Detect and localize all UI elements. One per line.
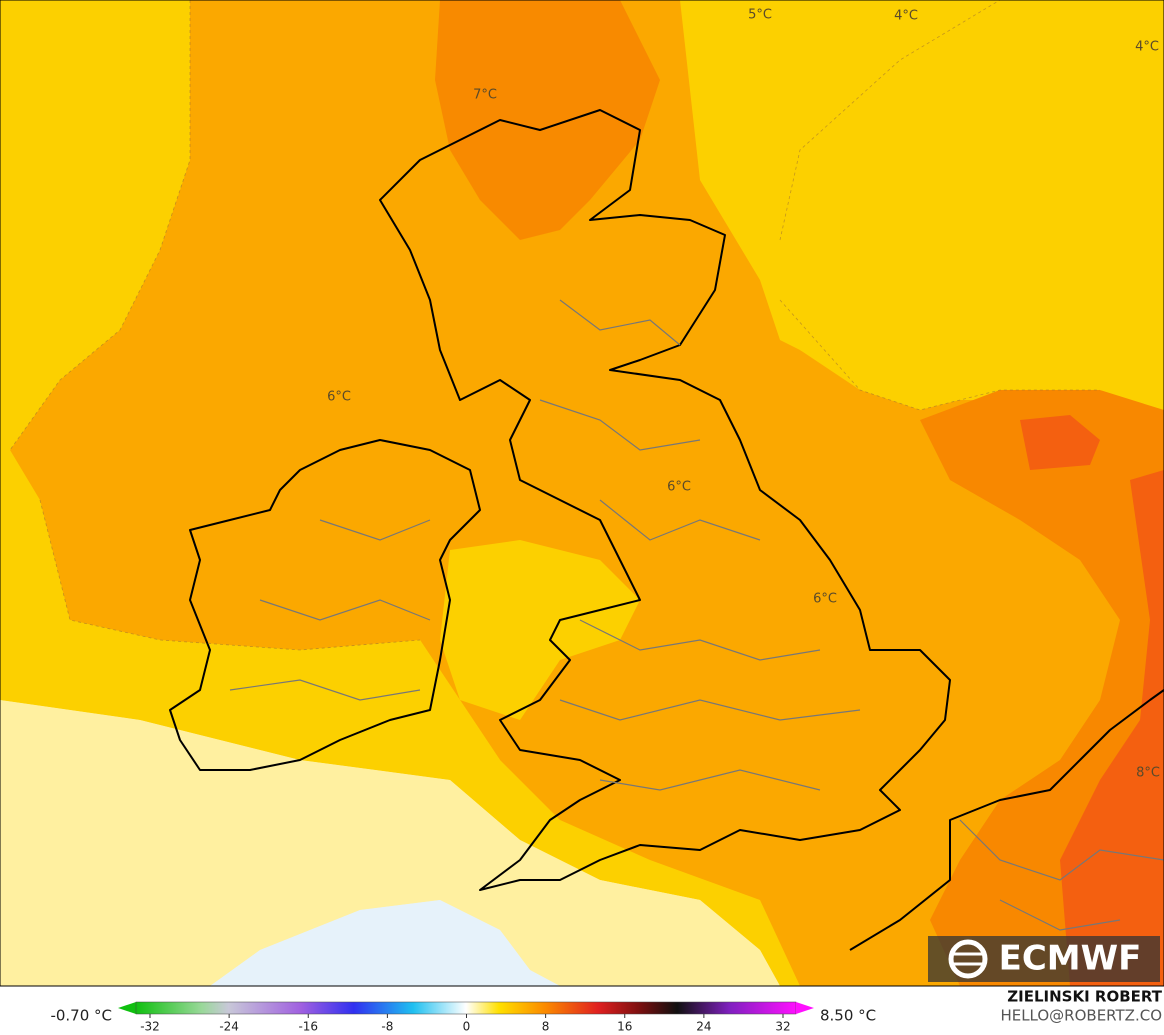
coastline-great-britain bbox=[379, 109, 951, 891]
contour-label: 6°C bbox=[667, 480, 691, 495]
colorbar-low-triangle bbox=[118, 1002, 136, 1014]
colorbar-tick-label: -24 bbox=[219, 1020, 239, 1034]
hot-region bbox=[1060, 470, 1164, 986]
credit-contact: HELLO@ROBERTZ.CO bbox=[1000, 1007, 1162, 1025]
contour-label: 7°C bbox=[473, 88, 497, 103]
colorbar-tick-label: 24 bbox=[696, 1020, 711, 1034]
colorbar-tick-label: 16 bbox=[617, 1020, 632, 1034]
contour-label: 5°C bbox=[748, 8, 772, 23]
yellow-region bbox=[780, 0, 1164, 410]
admin-borders bbox=[959, 819, 1164, 931]
map: 5°C 4°C 4°C 7°C 6°C 6°C 6°C 8°C ECMWF bbox=[0, 0, 1164, 986]
contour-label: 8°C bbox=[1136, 766, 1160, 781]
hot-region bbox=[1020, 415, 1100, 470]
colorbar-tick-label: 8 bbox=[542, 1020, 550, 1034]
colorbar-high-triangle bbox=[796, 1002, 814, 1014]
colorbar-tick-label: -32 bbox=[140, 1020, 160, 1034]
contour-label: 6°C bbox=[813, 592, 837, 607]
yellow-region bbox=[440, 540, 640, 720]
colorbar-bar bbox=[135, 1001, 797, 1015]
colorbar-min: -0.70 °C bbox=[50, 1007, 112, 1025]
warm-region bbox=[435, 0, 660, 240]
colorbar-tick-label: 32 bbox=[775, 1020, 790, 1034]
yellow-region bbox=[0, 0, 190, 450]
logo-mark bbox=[948, 939, 988, 979]
cold-region bbox=[210, 900, 560, 986]
contour-label: 6°C bbox=[327, 390, 351, 405]
yellow-region bbox=[0, 500, 500, 780]
colorbar-tick-label: 0 bbox=[463, 1020, 471, 1034]
contour-label: 4°C bbox=[1135, 40, 1159, 55]
contour-labels: 5°C 4°C 4°C 7°C 6°C 6°C 6°C 8°C bbox=[327, 8, 1160, 781]
colorbar-max: 8.50 °C bbox=[820, 1007, 876, 1025]
admin-borders bbox=[229, 299, 861, 791]
logo-text: ECMWF bbox=[999, 939, 1142, 979]
coastline-ireland bbox=[169, 439, 481, 771]
orange-region bbox=[10, 0, 1164, 986]
colorbar-tick-label: -8 bbox=[381, 1020, 393, 1034]
colorbar-tick-label: -16 bbox=[298, 1020, 318, 1034]
map-frame bbox=[0, 0, 1164, 987]
coastline-continent bbox=[849, 689, 1164, 951]
colorbar-ticks: -32 -24 -16 -8 0 8 16 24 32 bbox=[140, 1014, 791, 1034]
colorbar: -0.70 °C 8.50 °C bbox=[50, 1001, 876, 1025]
credit-author: ZIELINSKI ROBERT bbox=[1007, 988, 1162, 1006]
contour-label: 4°C bbox=[894, 9, 918, 24]
pale-region bbox=[0, 700, 780, 986]
